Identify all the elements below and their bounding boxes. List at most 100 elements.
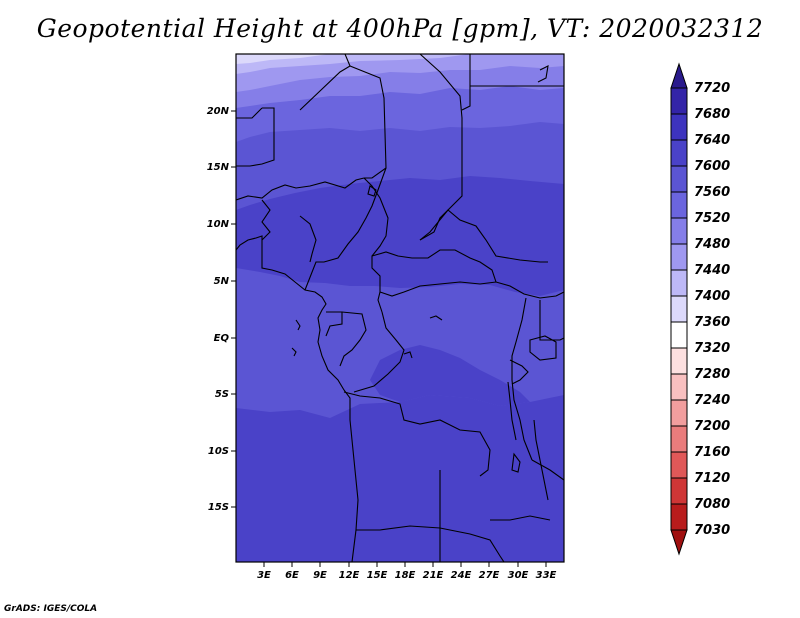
lon-label-9e: 9E [313,570,327,581]
lat-label-5s: 5S [215,389,229,400]
colorbar-label-7440: 7440 [694,263,730,278]
angola-drc-border [343,391,491,477]
colorbar-label-7240: 7240 [694,393,730,408]
lon-label-30e: 30E [508,570,529,581]
borders [236,54,564,562]
sao-tome-island [291,347,297,357]
colorbar-label-7080: 7080 [694,497,730,512]
mauritania-mali-border [236,107,263,119]
libya-chad-border [419,54,463,241]
colorbar-label-7600: 7600 [694,159,730,174]
map-title: Geopotential Height at 400hPa [gpm], VT:… [36,14,764,43]
car-chad-border [371,249,497,283]
west-sahara-border [236,107,275,167]
lon-label-12e: 12E [339,570,360,581]
cameroon-chad-border [363,177,389,313]
bioko-island [295,319,301,331]
colorbar-cell [670,217,688,245]
colorbar-label-7560: 7560 [694,185,730,200]
lat-label-eq: EQ [214,333,230,344]
equatorial-guinea-border [325,311,343,337]
guinea-border [261,199,271,241]
lon-label-6e: 6E [285,570,299,581]
lake-tanganyika [507,381,517,441]
colorbar-cell [670,295,688,323]
algeria-tunisia-border [344,54,351,67]
colorbar-label-7640: 7640 [694,133,730,148]
colorbar-cell [670,113,688,141]
colorbar-label-7680: 7680 [694,107,730,122]
drc-lake-2 [403,351,413,359]
lake-victoria [529,335,557,361]
gulf-of-suez [537,65,549,83]
colorbar-cell [670,503,688,531]
congo-border [353,311,405,393]
atlantic-coastline [236,235,359,562]
lake-chad [367,185,377,197]
colorbar-label-7120: 7120 [694,471,730,486]
colorbar-label-7030: 7030 [694,523,730,538]
lon-label-21e: 21E [423,570,444,581]
malawi-border [531,459,564,481]
colorbar-bottom-arrow [670,529,688,556]
nigeria-border [304,167,387,291]
band-7360 [236,54,330,64]
lat-axis: 20N 15N 10N 5N EQ 5S 10S 15S [207,106,236,513]
colorbar-cell [670,451,688,479]
colorbar-cell [670,139,688,167]
colorbar-cell [670,165,688,193]
lon-label-3e: 3E [257,570,271,581]
colorbar-cell [670,191,688,219]
band-7600-basin [370,345,530,406]
rift-lakes-border [511,297,533,461]
grads-credit: GrADS: IGES/COLA [4,604,98,614]
colorbar-cell [670,373,688,401]
contour-fill [236,54,564,562]
colorbar-label-7400: 7400 [694,289,730,304]
lat-label-10s: 10S [208,446,229,457]
lake-mweru [511,452,521,473]
lon-label-15e: 15E [367,570,388,581]
band-7400 [236,54,470,74]
colorbar-cell [670,321,688,349]
colorbar-cell [670,399,688,427]
lat-label-15s: 15S [208,502,229,513]
lon-label-27e: 27E [479,570,500,581]
colorbar-cell [670,243,688,271]
colorbar-cell [670,425,688,453]
colorbar-top-arrow [670,62,688,89]
colorbar-label-7720: 7720 [694,81,730,96]
lake-malawi [533,419,549,501]
benin-togo-border [299,215,317,263]
namibia-border [356,525,505,562]
lat-label-15n: 15N [207,162,230,173]
drc-lake-1 [429,315,443,321]
zambia-zimbabwe-border [490,515,551,521]
colorbar-label-7360: 7360 [694,315,730,330]
colorbar-cell [670,477,688,505]
colorbar-label-7480: 7480 [694,237,730,252]
colorbar-cell [670,269,688,297]
uganda-kenya-border [539,300,564,341]
sahel-border [236,177,365,201]
lon-label-24e: 24E [451,570,472,581]
colorbar-cell [670,87,688,115]
gabon-border [339,311,367,367]
rwanda-burundi-border [509,359,529,385]
lon-label-33e: 33E [536,570,557,581]
lat-label-5n: 5N [214,276,230,287]
map-frame [235,53,565,563]
colorbar-cell [670,347,688,375]
colorbar-label-7520: 7520 [694,211,730,226]
lon-label-18e: 18E [395,570,416,581]
colorbar-label-7160: 7160 [694,445,730,460]
algeria-mali-niger-border [299,65,387,179]
colorbar-label-7200: 7200 [694,419,730,434]
lat-label-10n: 10N [207,219,230,230]
colorbar-label-7320: 7320 [694,341,730,356]
lat-label-20n: 20N [207,106,230,117]
sudan-border [419,209,548,263]
egypt-libya-border [461,54,471,111]
colorbar: 7720 7680 7640 7600 7560 7520 7480 7440 … [670,62,730,556]
